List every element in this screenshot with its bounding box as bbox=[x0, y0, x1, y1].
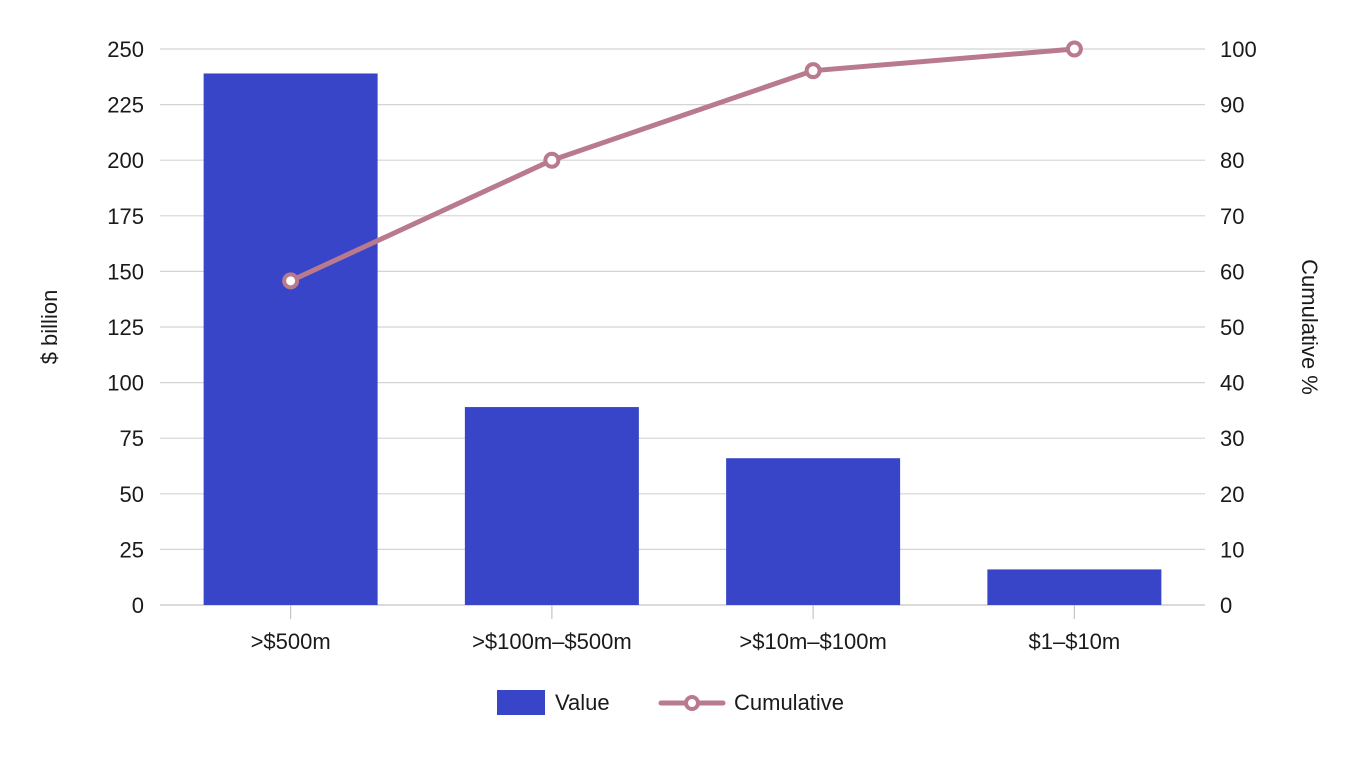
right-tick-label: 40 bbox=[1220, 371, 1244, 396]
left-axis-ticks: 0 25 50 75 100 125 150 175 200 225 250 bbox=[107, 37, 144, 618]
right-tick-label: 90 bbox=[1220, 93, 1244, 118]
cumulative-point-marker[interactable] bbox=[282, 272, 300, 290]
category-label: $1–$10m bbox=[1029, 629, 1121, 654]
right-tick-label: 60 bbox=[1220, 259, 1244, 284]
cumulative-point-marker[interactable] bbox=[1065, 40, 1083, 58]
left-tick-label: 250 bbox=[107, 37, 144, 62]
legend-item-value[interactable]: Value bbox=[497, 690, 610, 715]
right-tick-label: 50 bbox=[1220, 315, 1244, 340]
value-bar[interactable] bbox=[464, 407, 639, 605]
legend-label-value: Value bbox=[555, 690, 610, 715]
value-bars bbox=[203, 73, 1162, 606]
cumulative-point-marker[interactable] bbox=[804, 62, 822, 80]
right-tick-label: 10 bbox=[1220, 537, 1244, 562]
left-tick-label: 75 bbox=[120, 426, 144, 451]
right-tick-label: 70 bbox=[1220, 204, 1244, 229]
cumulative-point-marker[interactable] bbox=[543, 151, 561, 169]
legend-label-cumulative: Cumulative bbox=[734, 690, 844, 715]
right-tick-label: 20 bbox=[1220, 482, 1244, 507]
left-tick-label: 200 bbox=[107, 148, 144, 173]
left-tick-label: 175 bbox=[107, 204, 144, 229]
right-axis-title: Cumulative % bbox=[1297, 259, 1322, 395]
category-label: >$100m–$500m bbox=[472, 629, 632, 654]
left-tick-label: 50 bbox=[120, 482, 144, 507]
x-axis: >$500m >$100m–$500m >$10m–$100m $1–$10m bbox=[251, 605, 1121, 654]
category-label: >$10m–$100m bbox=[739, 629, 886, 654]
left-tick-label: 150 bbox=[107, 259, 144, 284]
legend: Value Cumulative bbox=[497, 690, 844, 715]
right-tick-label: 80 bbox=[1220, 148, 1244, 173]
category-label: >$500m bbox=[251, 629, 331, 654]
value-bar[interactable] bbox=[987, 569, 1162, 605]
left-tick-label: 125 bbox=[107, 315, 144, 340]
left-tick-label: 225 bbox=[107, 93, 144, 118]
value-bar[interactable] bbox=[726, 458, 901, 605]
cumulative-line-path bbox=[289, 46, 1075, 284]
value-bar[interactable] bbox=[203, 73, 378, 606]
right-axis-ticks: 0 10 20 30 40 50 60 70 80 90 100 bbox=[1220, 37, 1257, 618]
right-tick-label: 30 bbox=[1220, 426, 1244, 451]
cumulative-line bbox=[282, 40, 1083, 290]
left-axis-title: $ billion bbox=[37, 290, 62, 365]
left-tick-label: 0 bbox=[132, 593, 144, 618]
legend-marker-icon bbox=[684, 695, 700, 711]
legend-bar-swatch-icon bbox=[497, 690, 545, 715]
right-tick-label: 100 bbox=[1220, 37, 1257, 62]
left-tick-label: 25 bbox=[120, 537, 144, 562]
right-tick-label: 0 bbox=[1220, 593, 1232, 618]
legend-item-cumulative[interactable]: Cumulative bbox=[658, 690, 844, 715]
left-tick-label: 100 bbox=[107, 371, 144, 396]
